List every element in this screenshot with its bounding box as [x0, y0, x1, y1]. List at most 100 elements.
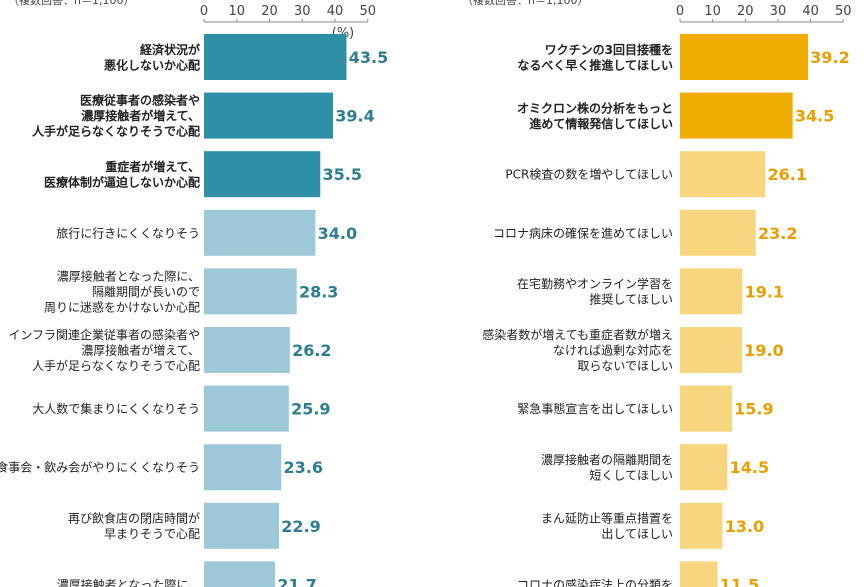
left-bar [204, 444, 282, 491]
left-category-label-line: 周りに迷惑をかけないか心配 [44, 300, 200, 314]
left-bar [204, 385, 289, 432]
left-category-label: 医療従事者の感染者や濃厚接触者が増えて、人手が足らなくなりそうで心配 [32, 93, 200, 139]
left-value-label: 22.9 [281, 517, 320, 536]
left-bar [204, 268, 297, 315]
left-category-label-line: 外食事会・飲み会がやりにくくなりそう [0, 460, 200, 475]
right-bar [680, 385, 732, 432]
left-category-label-line: インフラ関連企業従事者の感染者や [8, 327, 200, 342]
right-category-label-line: 取らないでほしい [577, 359, 673, 373]
left-bar [204, 209, 316, 256]
right-bar [680, 34, 808, 80]
right-category-label-line: PCR検査の数を増やしてほしい [505, 167, 673, 182]
left-sample-note: （複数回答：n＝1,100） [8, 0, 134, 7]
right-value-label: 14.5 [730, 458, 769, 477]
left-category-label-line: 隔離期間が長いので [92, 284, 200, 299]
left-category-label: 濃厚接触者となった際に、 [57, 577, 200, 587]
right-category-label-line: 進めて情報発信してほしい [529, 116, 673, 131]
left-category-label-line: 経済状況が [140, 42, 200, 57]
right-tick-label: 30 [770, 4, 787, 19]
right-bar [680, 561, 718, 587]
right-category-label-line: コロナの感染症法上の分類を [517, 577, 673, 587]
left-value-label: 21.7 [277, 575, 316, 587]
right-category-label-line: オミクロン株の分析をもっと [517, 100, 673, 115]
right-chart: （複数回答：n＝1,100） 0 10 20 30 40 50 ワクチンの3回目接種をなるべく… [462, 0, 852, 587]
left-tick-label: 50 [359, 4, 376, 19]
right-category-label-line: 出してほしい [601, 527, 673, 541]
right-category-label: コロナの感染症法上の分類を [517, 577, 673, 587]
left-value-label: 26.2 [292, 341, 331, 360]
left-category-label-line: 医療従事者の感染者や [80, 93, 200, 108]
left-value-label: 43.5 [349, 48, 388, 67]
left-category-label: 重症者が増えて、医療体制が逼迫しないか心配 [44, 159, 200, 190]
left-bar [204, 92, 334, 139]
right-category-label-line: なければ過剰な対応を [553, 344, 673, 358]
right-category-label: コロナ病床の確保を進めてほしい [493, 225, 673, 240]
right-category-label: 感染者数が増えても重症者数が増えなければ過剰な対応を取らないでほしい [482, 327, 673, 373]
right-category-label: PCR検査の数を増やしてほしい [505, 167, 673, 182]
right-category-label-line: 短くしてほしい [589, 468, 673, 482]
right-bar [680, 92, 793, 139]
left-category-label-line: 旅行に行きにくくなりそう [56, 226, 200, 240]
left-category-label-line: 人手が足らなくなりそうで心配 [32, 124, 200, 139]
right-tick-label: 0 [676, 4, 684, 19]
left-category-label: 経済状況が悪化しないか心配 [104, 42, 200, 73]
right-value-label: 11.5 [720, 575, 759, 587]
left-tick-label: 0 [200, 4, 208, 19]
left-value-label: 25.9 [291, 400, 330, 419]
right-tick-label: 20 [737, 4, 754, 19]
right-tick-label: 10 [704, 4, 721, 19]
right-category-label-line: なるべく早く推進してほしい [517, 57, 673, 72]
right-bar [680, 502, 723, 549]
left-category-label-line: 濃厚接触者となった際に、 [57, 268, 200, 283]
left-category-label-line: 人手が足らなくなりそうで心配 [32, 358, 200, 373]
right-category-label: オミクロン株の分析をもっと進めて情報発信してほしい [517, 100, 673, 131]
right-bar [680, 268, 743, 315]
left-chart: （複数回答：n＝1,100）0 10 20 30 40 50(%)経済状況が悪化しないか心… [0, 0, 388, 587]
left-value-label: 23.6 [284, 458, 323, 477]
right-value-label: 13.0 [725, 517, 764, 536]
right-value-label: 19.1 [745, 282, 784, 301]
left-category-label-line: 再び飲食店の閉店時間が [68, 511, 200, 526]
right-bar [680, 209, 756, 256]
left-category-label-line: 濃厚接触者となった際に、 [57, 577, 200, 587]
left-tick-label: 30 [294, 4, 311, 19]
left-tick-label: 20 [261, 4, 278, 19]
left-category-label: インフラ関連企業従事者の感染者や濃厚接触者が増えて、人手が足らなくなりそうで心配 [8, 327, 200, 373]
right-sample-note: （複数回答：n＝1,100） [462, 0, 588, 7]
right-category-label: 在宅勤務やオンライン学習を推奨してほしい [517, 276, 673, 307]
right-tick-label: 50 [835, 4, 852, 19]
left-category-label-line: 濃厚接触者が増えて、 [81, 108, 200, 123]
right-bar [680, 444, 728, 491]
right-category-label-line: 感染者数が増えても重症者数が増え [482, 327, 673, 342]
left-category-label: 外食事会・飲み会がやりにくくなりそう [0, 460, 200, 475]
right-category-label: まん延防止等重点措置を出してほしい [541, 511, 673, 542]
left-category-label-line: 大人数で集まりにくくなりそう [32, 401, 200, 416]
right-category-label: 濃厚接触者の隔離期間を短くしてほしい [541, 452, 673, 483]
right-value-label: 26.1 [767, 165, 806, 184]
left-tick-label: 10 [228, 4, 245, 19]
right-tick-label: 40 [802, 4, 819, 19]
right-category-label-line: ワクチンの3回目接種を [545, 42, 673, 57]
left-category-label-line: 重症者が増えて、 [105, 159, 200, 174]
right-value-label: 15.9 [734, 400, 773, 419]
right-bar [680, 327, 743, 373]
left-category-label: 濃厚接触者となった際に、隔離期間が長いので周りに迷惑をかけないか心配 [44, 268, 200, 314]
left-tick-label: 40 [327, 4, 344, 19]
right-value-label: 34.5 [795, 107, 834, 126]
left-category-label-line: 濃厚接触者が増えて、 [81, 343, 200, 358]
left-category-label: 大人数で集まりにくくなりそう [32, 401, 200, 416]
right-category-label: ワクチンの3回目接種をなるべく早く推進してほしい [517, 42, 673, 73]
left-category-label-line: 悪化しないか心配 [104, 57, 200, 72]
left-value-label: 39.4 [335, 107, 374, 126]
right-category-label-line: コロナ病床の確保を進めてほしい [493, 225, 673, 240]
right-category-label: 緊急事態宣言を出してほしい [517, 401, 673, 416]
left-value-label: 35.5 [323, 165, 362, 184]
right-category-label-line: 緊急事態宣言を出してほしい [517, 401, 673, 416]
left-bar [204, 502, 279, 549]
left-bar [204, 34, 347, 80]
right-category-label-line: 在宅勤務やオンライン学習を [517, 276, 673, 291]
left-value-label: 34.0 [318, 224, 357, 243]
right-value-label: 23.2 [758, 224, 797, 243]
left-category-label-line: 早まりそうで心配 [104, 527, 200, 541]
